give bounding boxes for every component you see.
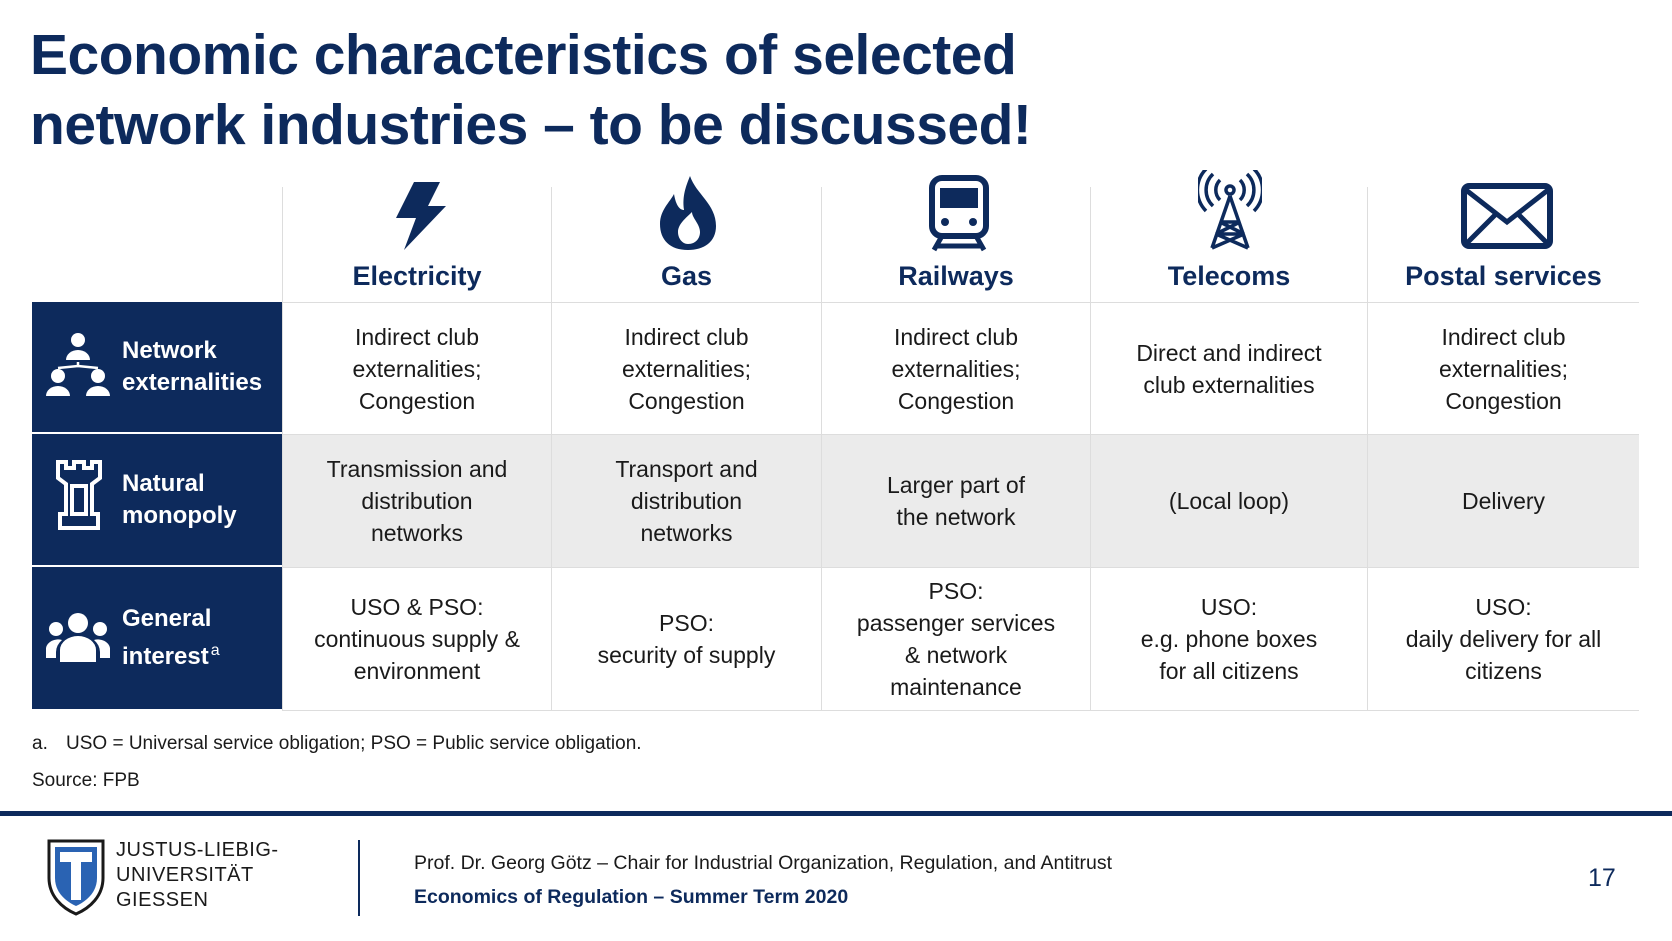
cell-line: Larger part of <box>886 472 1026 498</box>
footnote-mark: a. <box>32 733 48 754</box>
title-line: Economic characteristics of selected <box>30 23 1017 87</box>
footnote-text: USO = Universal service obligation; PSO … <box>66 733 642 754</box>
cell-line: externalities; <box>352 355 482 382</box>
cell-line: club externalities <box>1143 371 1315 398</box>
cell-line: PSO: <box>928 578 984 604</box>
row-label-line: interest a <box>122 635 220 673</box>
cell-line: networks <box>370 520 464 546</box>
table-cell: Larger part of the network <box>821 434 1090 567</box>
gas-icon <box>660 176 716 250</box>
table-cell: Indirect club externalities; Congestion <box>1367 302 1639 434</box>
column-header: Electricity <box>282 187 551 302</box>
cell-line: Indirect club <box>893 323 1018 350</box>
university-line: UNIVERSITÄT <box>116 864 254 886</box>
title-line: network industries – to be discussed! <box>30 93 1032 157</box>
footnote-mark: a <box>210 642 220 659</box>
cell-line: externalities; <box>891 355 1021 382</box>
table-cell: USO: e.g. phone boxes for all citizens <box>1090 567 1367 711</box>
footnote: a. USO = Universal service obligation; PS… <box>32 733 642 755</box>
cell-line: Transmission and <box>326 456 508 482</box>
cell-line: daily delivery for all <box>1405 626 1602 652</box>
cell-line: externalities; <box>621 355 752 382</box>
postal-icon <box>1461 183 1553 249</box>
cell-line: security of supply <box>597 642 776 668</box>
table-cell: Indirect club externalities; Congestion <box>551 302 821 434</box>
cell-line: Delivery <box>1461 488 1546 514</box>
telecoms-icon <box>1198 170 1262 250</box>
cell-line: the network <box>896 504 1016 530</box>
column-header: Railways <box>821 187 1090 302</box>
footer-divider <box>358 840 360 916</box>
source: Source: FPB <box>32 770 140 791</box>
network-icon <box>46 333 110 396</box>
table: Electricity Gas Railways Telecoms Postal ser… <box>32 187 1639 711</box>
railways-icon <box>929 175 989 252</box>
cell-line: USO & PSO: <box>350 594 484 620</box>
cell-line: Direct and indirect <box>1136 339 1322 366</box>
table-cell: Indirect club externalities; Congestion <box>821 302 1090 434</box>
table-cell: Indirect club externalities; Congestion <box>282 302 551 434</box>
row-label: Network externalities <box>122 335 262 399</box>
author: Prof. Dr. Georg Götz – Chair for Industr… <box>414 852 1113 874</box>
cell-line: continuous supply & <box>314 626 520 652</box>
table-cell: Delivery <box>1367 434 1639 567</box>
cell-line: PSO: <box>659 610 714 636</box>
table-cell: Transport and distribution networks <box>551 434 821 567</box>
monopoly-icon <box>56 460 102 530</box>
cell-line: distribution <box>361 488 473 514</box>
footer-rule <box>0 811 1672 816</box>
cell-line: environment <box>353 658 481 684</box>
row-label-line: Natural <box>122 469 205 497</box>
cell-line: distribution <box>630 488 743 514</box>
row-label-line: Network <box>122 337 217 364</box>
row-label-line: interest <box>122 643 209 670</box>
table-cell: Direct and indirect club externalities <box>1090 302 1367 434</box>
cell-line: & network <box>904 642 1008 668</box>
cell-line: Indirect club <box>1441 323 1566 350</box>
cell-line: Congestion <box>897 387 1015 414</box>
table-cell: Transmission and distribution networks <box>282 434 551 567</box>
row-label-line: monopoly <box>122 501 237 529</box>
cell-line: externalities; <box>1438 355 1569 382</box>
cell-line: USO: <box>1475 594 1532 620</box>
table-cell: USO: daily delivery for all citizens <box>1367 567 1639 711</box>
cell-line: Congestion <box>358 387 476 414</box>
cell-line: (Local loop) <box>1168 488 1290 514</box>
page-number: 17 <box>1588 864 1616 892</box>
row-label-line: General <box>122 605 212 632</box>
cell-line: Congestion <box>1445 387 1562 414</box>
interest-icon <box>46 613 110 662</box>
cell-line: passenger services <box>856 610 1056 636</box>
cell-line: Transport and <box>615 456 758 482</box>
cell-line: networks <box>640 520 733 546</box>
row-label: Natural monopoly <box>122 468 237 532</box>
column-header: Postal services <box>1367 187 1639 302</box>
table-cell: (Local loop) <box>1090 434 1367 567</box>
row-header: Network externalities <box>32 302 282 434</box>
course: Economics of Regulation – Summer Term 20… <box>414 886 849 908</box>
university-line: JUSTUS-LIEBIG- <box>116 839 279 861</box>
row-label: General interest a <box>122 603 220 673</box>
table-cell: PSO: security of supply <box>551 567 821 711</box>
cell-line: Indirect club <box>624 323 749 350</box>
table-cell: PSO: passenger services & network maintenan… <box>821 567 1090 711</box>
university-line: GIESSEN <box>116 889 209 911</box>
slide-title: Economic characteristics of selected netw… <box>30 20 1032 160</box>
cell-line: citizens <box>1465 658 1542 684</box>
cell-line: maintenance <box>890 674 1022 700</box>
cell-line: for all citizens <box>1159 658 1299 684</box>
cell-line: USO: <box>1200 594 1258 620</box>
row-label-line: externalities <box>122 369 263 396</box>
column-header: Gas <box>551 187 821 302</box>
table-cell: USO & PSO: continuous supply & environment <box>282 567 551 711</box>
university-logo <box>47 839 105 916</box>
university-name: JUSTUS-LIEBIG- UNIVERSITÄT GIESSEN <box>116 838 279 913</box>
cell-line: Congestion <box>628 387 745 414</box>
cell-line: e.g. phone boxes <box>1140 626 1318 652</box>
column-header: Telecoms <box>1090 187 1367 302</box>
electricity-icon <box>396 182 446 250</box>
cell-line: Indirect club <box>354 323 479 350</box>
